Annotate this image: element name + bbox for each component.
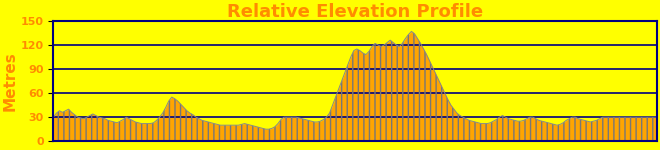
Y-axis label: Metres: Metres bbox=[3, 51, 18, 111]
Title: Relative Elevation Profile: Relative Elevation Profile bbox=[227, 3, 483, 21]
